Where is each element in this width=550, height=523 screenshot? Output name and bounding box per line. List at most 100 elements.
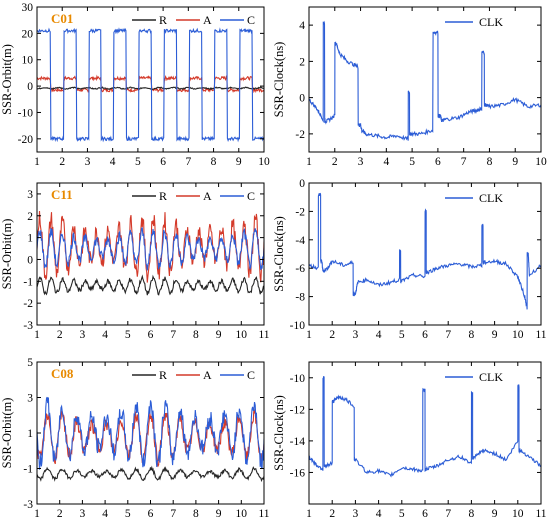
- y-tick-label: 10: [22, 55, 34, 67]
- y-tick-label: -1: [23, 464, 33, 476]
- x-tick-label: 10: [236, 329, 248, 341]
- x-tick-label: 8: [469, 508, 475, 520]
- y-tick-label: -2: [295, 129, 305, 141]
- chart-panel-6: 1 2 3 4 5 6 7 8 9 10 11 -16 -14 -12 -10 SSR-Clock(ns) CL…: [272, 361, 547, 520]
- x-tick-label: 2: [57, 329, 63, 341]
- y-tick-label: 1: [27, 428, 33, 440]
- x-tick-label: 4: [110, 156, 116, 168]
- x-tick-label: 5: [125, 329, 131, 341]
- y-tick-label: 0: [299, 178, 305, 190]
- panel-tag: C08: [51, 366, 74, 381]
- plot-frame: [36, 361, 265, 505]
- x-tick-label: 5: [409, 156, 415, 168]
- x-tick-label: 11: [258, 329, 269, 341]
- x-tick-label: 3: [358, 156, 364, 168]
- chart-panel-2: 1 2 3 4 5 6 7 8 9 10 -2 0 2 4 SSR-Clock(ns) CLK: [272, 6, 547, 168]
- y-tick-label: -14: [290, 436, 306, 448]
- plot-area: [37, 396, 264, 483]
- legend-label-a: A: [203, 368, 212, 382]
- legend-label-clk: CLK: [479, 191, 503, 205]
- x-tick-label: 4: [383, 156, 389, 168]
- x-tick-label: 5: [399, 329, 405, 341]
- x-tick-label: 3: [353, 508, 359, 520]
- y-tick-label: 0: [27, 81, 33, 93]
- x-tick-label: 8: [211, 156, 217, 168]
- y-tick-label: -10: [290, 320, 306, 332]
- x-tick-label: 10: [512, 508, 524, 520]
- plot-frame: [308, 6, 542, 153]
- series-line-clk: [309, 376, 541, 478]
- x-tick-label: 7: [170, 508, 176, 520]
- x-tick-label: 10: [236, 508, 248, 520]
- x-tick-label: 3: [80, 508, 86, 520]
- x-tick-label: 1: [306, 329, 312, 341]
- y-tick-label: -6: [295, 263, 305, 275]
- y-tick-label: -3: [23, 499, 33, 511]
- x-tick-label: 10: [512, 329, 524, 341]
- y-tick-label: 30: [22, 2, 34, 14]
- y-axis-title: SSR-Orbit(m): [0, 398, 14, 469]
- series-line-clk: [309, 192, 541, 310]
- y-tick-label: -2: [23, 298, 33, 310]
- x-tick-label: 9: [492, 329, 498, 341]
- x-tick-label: 4: [376, 329, 382, 341]
- plot-area: [309, 20, 541, 141]
- series-line-r: [37, 274, 264, 296]
- x-tick-label: 5: [135, 156, 141, 168]
- x-tick-label: 7: [445, 329, 451, 341]
- y-tick-label: -2: [295, 206, 305, 218]
- x-tick-label: 11: [535, 508, 546, 520]
- y-tick-label: 5: [27, 357, 33, 369]
- x-tick-label: 1: [306, 508, 312, 520]
- x-tick-label: 5: [399, 508, 405, 520]
- x-tick-label: 6: [160, 156, 166, 168]
- chart-panel-1: 1 2 3 4 5 6 7 8 9 10 -20 -10 0 10 20 30 SSR-Orbit(m) C01 R…: [0, 2, 270, 168]
- plot-area: [309, 192, 541, 310]
- x-tick-label: 8: [193, 329, 199, 341]
- y-tick-label: -16: [290, 467, 306, 479]
- x-tick-label: 9: [492, 508, 498, 520]
- legend-label-clk: CLK: [479, 370, 503, 384]
- legend: CLK: [445, 15, 503, 29]
- x-tick-label: 1: [34, 156, 40, 168]
- y-tick-label: -10: [18, 107, 34, 119]
- y-axis-title: SSR-Orbit(m): [0, 219, 14, 290]
- y-tick-label: 3: [27, 189, 33, 201]
- y-tick-label: -10: [290, 373, 306, 385]
- x-tick-label: 6: [148, 329, 154, 341]
- y-axis-title: SSR-Clock(ns): [272, 395, 286, 471]
- x-tick-label: 8: [487, 156, 493, 168]
- plot-area: [37, 210, 264, 296]
- series-line-c: [37, 396, 264, 470]
- x-tick-label: 2: [329, 508, 335, 520]
- x-tick-label: 6: [422, 508, 428, 520]
- x-tick-label: 11: [258, 508, 269, 520]
- panel-tag: C11: [51, 187, 73, 202]
- x-tick-label: 1: [306, 156, 312, 168]
- x-tick-label: 5: [125, 508, 131, 520]
- x-tick-label: 4: [102, 329, 108, 341]
- y-tick-label: -20: [18, 134, 34, 146]
- x-tick-label: 7: [185, 156, 191, 168]
- x-tick-label: 2: [332, 156, 338, 168]
- y-tick-label: 4: [299, 20, 305, 32]
- x-tick-label: 1: [34, 329, 40, 341]
- x-tick-label: 4: [102, 508, 108, 520]
- legend-label-r: R: [159, 13, 167, 27]
- x-tick-label: 6: [422, 329, 428, 341]
- series-line-a: [37, 407, 264, 468]
- legend-label-a: A: [203, 13, 212, 27]
- y-tick-label: -12: [290, 404, 306, 416]
- series-line-a: [37, 210, 264, 283]
- y-tick-label: 20: [22, 28, 34, 40]
- x-tick-label: 2: [329, 329, 335, 341]
- legend-label-c: C: [247, 368, 255, 382]
- x-tick-label: 4: [376, 508, 382, 520]
- legend-label-c: C: [247, 189, 255, 203]
- x-tick-label: 3: [80, 329, 86, 341]
- x-tick-label: 6: [148, 508, 154, 520]
